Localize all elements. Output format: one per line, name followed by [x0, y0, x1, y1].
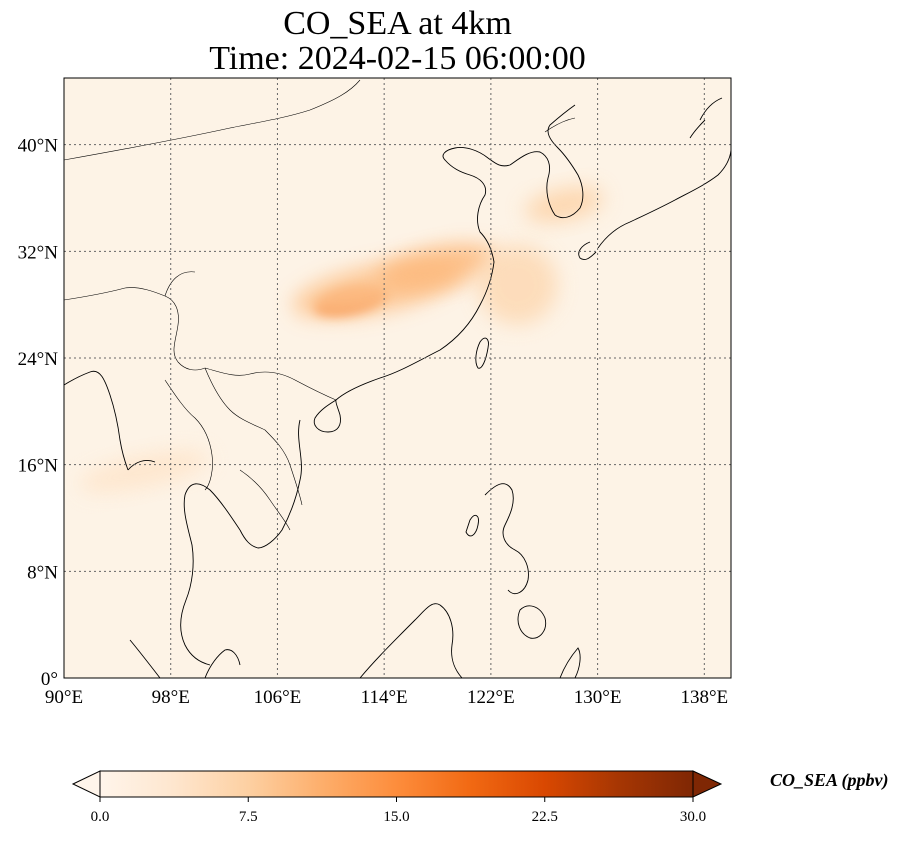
- lat-tick-label: 32°N: [18, 242, 59, 263]
- map-subtitle: Time: 2024-02-15 06:00:00: [209, 40, 586, 77]
- co-plume-field: [78, 186, 604, 493]
- plume-se-asia-band: [78, 450, 210, 493]
- map-frame: [63, 77, 732, 679]
- lat-tick-label: 8°N: [27, 562, 58, 583]
- colorbar-min-extend: [71, 770, 101, 798]
- coastlines: [64, 97, 731, 678]
- colorbar-tick-label: 7.5: [239, 809, 258, 825]
- colorbar-max-extend: [692, 770, 723, 798]
- colorbar-tick-label: 22.5: [532, 809, 558, 825]
- colorbar-tick-label: 30.0: [680, 809, 706, 825]
- gridlines: [64, 78, 731, 678]
- lat-tick-label: 40°N: [18, 136, 59, 157]
- map-background: [64, 78, 731, 678]
- plume-yangtze-band: [378, 244, 497, 291]
- lon-tick-label: 138°E: [680, 687, 728, 708]
- plume-east-outflow: [477, 244, 558, 325]
- colorbar-tick-label: 15.0: [383, 809, 409, 825]
- colorbar-label: CO_SEA (ppbv): [770, 770, 889, 790]
- lon-tick-label: 130°E: [574, 687, 622, 708]
- country-borders: [64, 79, 576, 531]
- colorbar-tick-label: 0.0: [91, 809, 110, 825]
- colorbar-gradient: [99, 770, 694, 798]
- lon-tick-label: 90°E: [45, 687, 83, 708]
- map-title: CO_SEA at 4km: [283, 5, 512, 42]
- lat-tick-label: 16°N: [18, 456, 59, 477]
- lon-tick-label: 114°E: [361, 687, 408, 708]
- lat-tick-label: 0°: [41, 669, 58, 690]
- plume-korea-plume: [524, 186, 604, 223]
- lon-tick-label: 98°E: [152, 687, 190, 708]
- lat-tick-label: 24°N: [18, 349, 59, 370]
- lon-tick-label: 106°E: [254, 687, 302, 708]
- lon-tick-label: 122°E: [467, 687, 515, 708]
- axis-ticks: 90°E 98°E 106°E 114°E 122°E 130°E 138°E 0° 8°N 16…: [18, 136, 729, 708]
- colorbar: 0.0 7.5 15.0 22.5 30.0: [71, 770, 723, 825]
